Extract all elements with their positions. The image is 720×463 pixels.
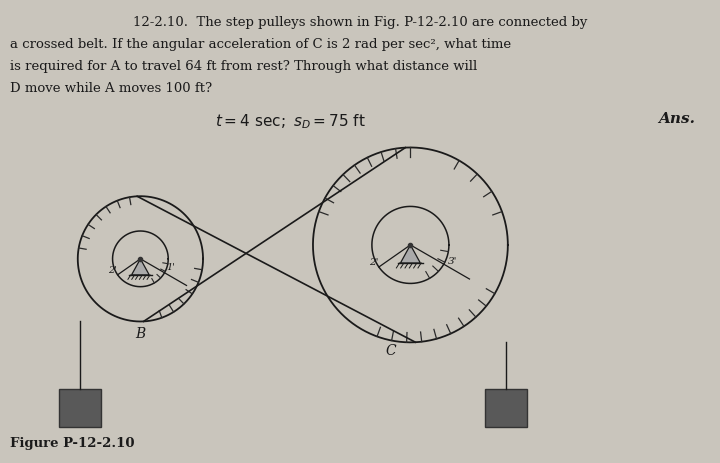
Text: 2': 2' [108, 265, 117, 274]
Polygon shape [400, 245, 420, 263]
Text: B: B [135, 327, 145, 341]
Polygon shape [132, 259, 149, 275]
Text: $t = 4\ \mathrm{sec};\ s_D = 75\ \mathrm{ft}$: $t = 4\ \mathrm{sec};\ s_D = 75\ \mathrm… [215, 112, 366, 131]
Text: Ans.: Ans. [658, 112, 695, 126]
Text: 3': 3' [448, 257, 457, 265]
Text: Figure P-12-2.10: Figure P-12-2.10 [10, 436, 135, 449]
Text: 1': 1' [166, 263, 175, 272]
Text: is required for A to travel 64 ft from rest? Through what distance will: is required for A to travel 64 ft from r… [10, 60, 477, 73]
Text: 12-2.10.  The step pulleys shown in Fig. P-12-2.10 are connected by: 12-2.10. The step pulleys shown in Fig. … [132, 16, 588, 29]
Text: C: C [385, 344, 396, 357]
Text: a crossed belt. If the angular acceleration of C is 2 rad per sec², what time: a crossed belt. If the angular accelerat… [10, 38, 511, 51]
Bar [59, 389, 101, 427]
Bar [485, 389, 527, 427]
Text: D move while A moves 100 ft?: D move while A moves 100 ft? [10, 82, 212, 95]
Text: 2': 2' [369, 257, 379, 266]
